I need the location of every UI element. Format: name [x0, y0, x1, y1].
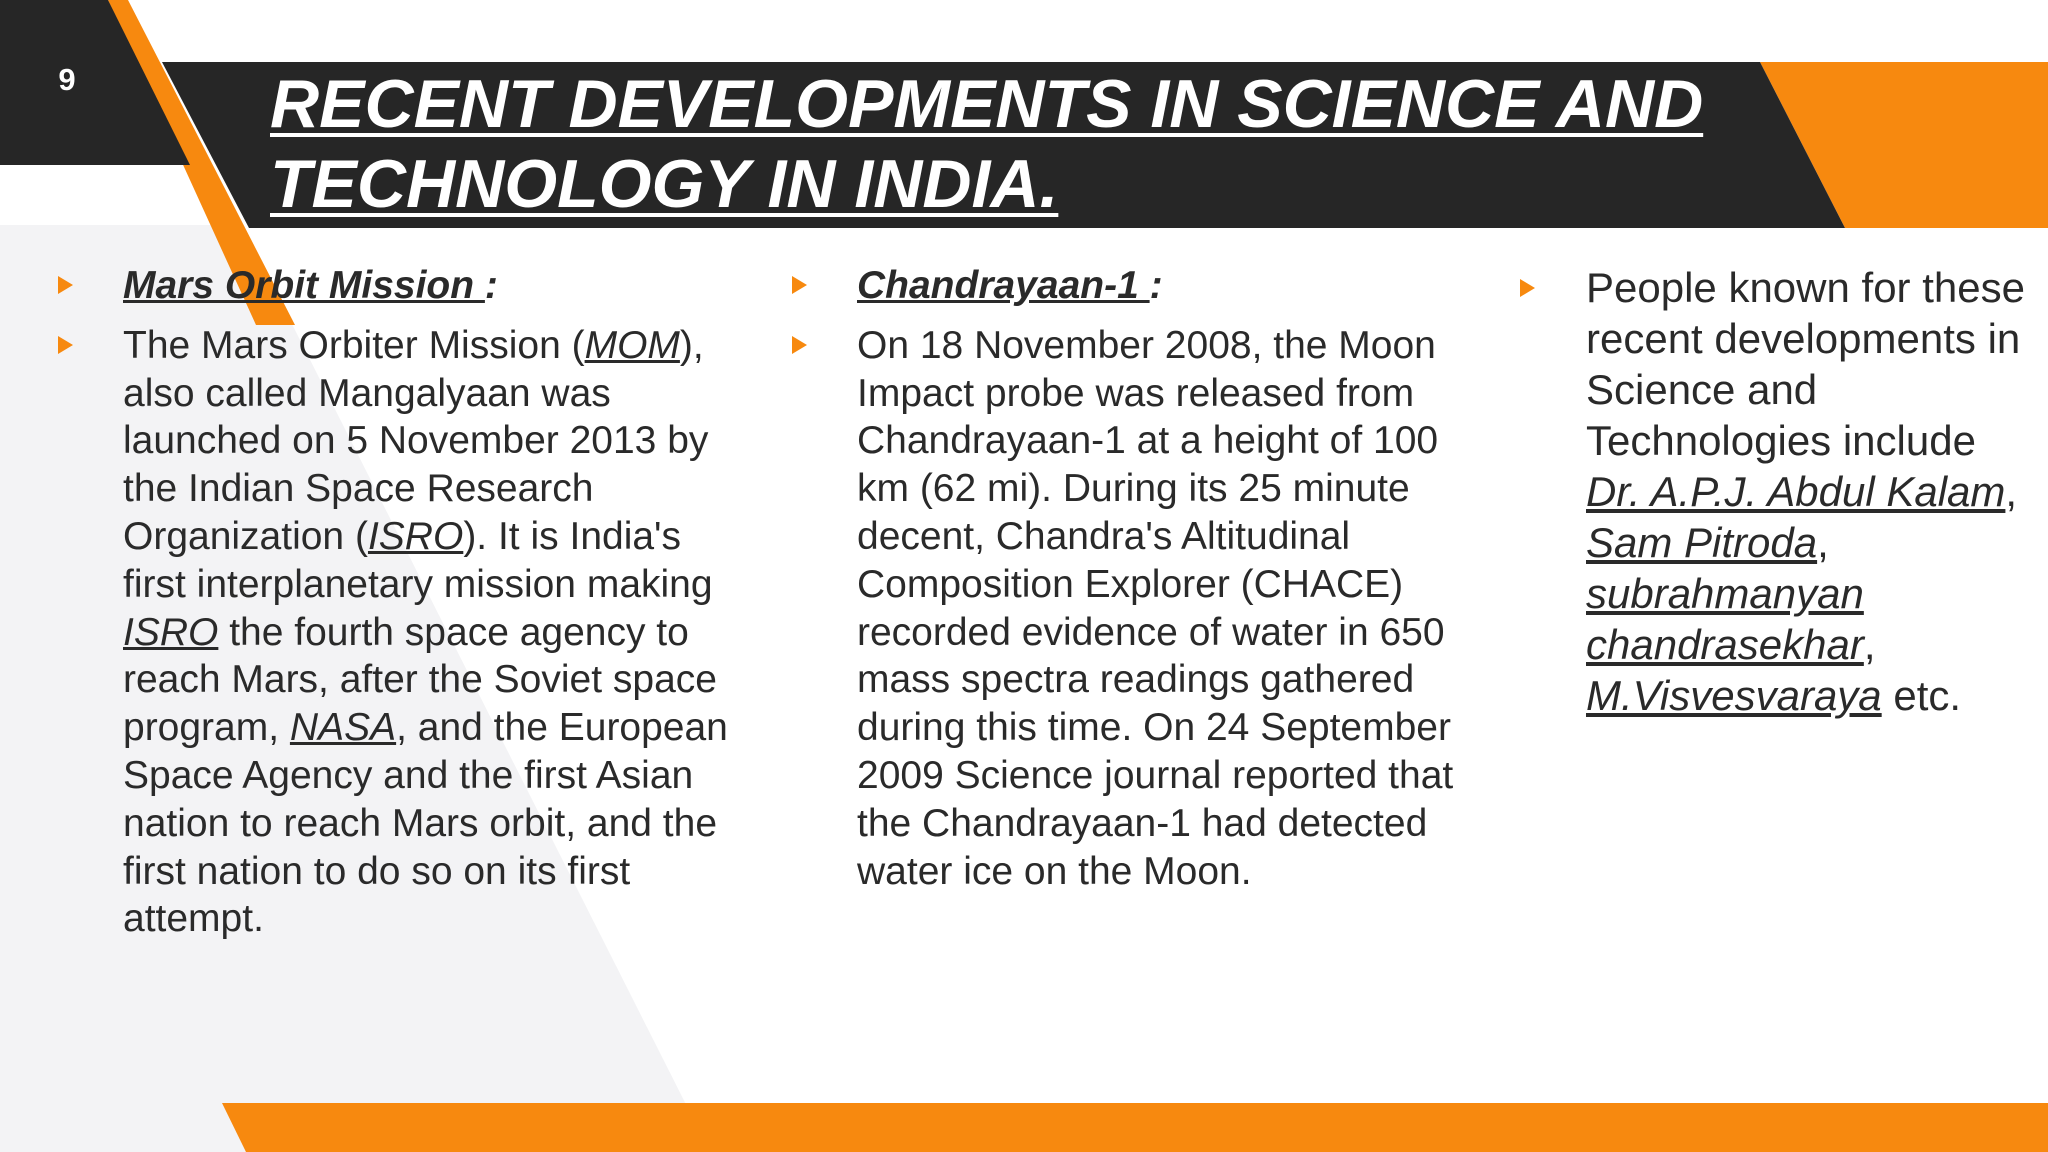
- isro-link[interactable]: ISRO: [123, 610, 219, 654]
- separator: ,: [1863, 621, 1876, 668]
- pitroda-link[interactable]: Sam Pitroda: [1586, 519, 1818, 566]
- heading-colon: :: [484, 264, 498, 307]
- chandrayaan-heading[interactable]: Chandrayaan-1: [857, 264, 1150, 307]
- chandrayaan-body-text: On 18 November 2008, the Moon Impact pro…: [857, 323, 1454, 893]
- corner-dark-block: [0, 0, 190, 165]
- people-column: People known for these recent developmen…: [1520, 262, 2025, 733]
- mars-mission-column: Mars Orbit Mission : The Mars Orbiter Mi…: [58, 262, 748, 955]
- mars-text-part: the fourth space agency to reach Mars, a…: [123, 610, 717, 750]
- list-item: The Mars Orbiter Mission (MOM), also cal…: [58, 322, 748, 943]
- list-item: Chandrayaan-1 :: [792, 262, 1472, 310]
- slide-number: 9: [58, 62, 76, 97]
- separator: ,: [1817, 519, 1829, 566]
- list-item: Mars Orbit Mission :: [58, 262, 748, 310]
- people-intro-text: People known for these recent developmen…: [1586, 264, 2025, 464]
- bullet-arrow-icon: [792, 276, 807, 294]
- right-orange-block: [1760, 62, 2048, 228]
- bullet-arrow-icon: [792, 335, 807, 354]
- light-gray-diagonal-shape: [0, 225, 710, 1152]
- title-line-2: TECHNOLOGY IN INDIA.: [270, 146, 1059, 222]
- chandrayaan-column: Chandrayaan-1 : On 18 November 2008, the…: [792, 262, 1472, 907]
- bullet-arrow-icon: [1520, 279, 1535, 297]
- mars-mission-heading[interactable]: Mars Orbit Mission: [123, 264, 485, 307]
- mars-text-part: The Mars Orbiter Mission (: [123, 323, 585, 367]
- bottom-orange-band: [222, 1103, 2048, 1152]
- separator: ,: [2005, 468, 2018, 515]
- left-orange-stripe: [108, 0, 295, 325]
- bullet-arrow-icon: [58, 335, 73, 354]
- chandrasekhar-link[interactable]: subrahmanyan chandrasekhar: [1586, 570, 1864, 668]
- mars-text-part: , and the European Space Agency and the …: [123, 706, 728, 941]
- slide-title: RECENT DEVELOPMENTS IN SCIENCE AND TECHN…: [270, 64, 1750, 224]
- kalam-link[interactable]: Dr. A.P.J. Abdul Kalam: [1586, 468, 2006, 515]
- isro-link[interactable]: ISRO: [367, 514, 464, 558]
- people-outro-text: etc.: [1881, 672, 1962, 719]
- visvesvaraya-link[interactable]: M.Visvesvaraya: [1586, 672, 1882, 719]
- title-dark-band: [162, 62, 1845, 228]
- title-line-1: RECENT DEVELOPMENTS IN SCIENCE AND: [270, 66, 1704, 142]
- list-item: People known for these recent developmen…: [1520, 262, 2025, 721]
- list-item: On 18 November 2008, the Moon Impact pro…: [792, 322, 1472, 896]
- mars-text-part: ), also called Mangalyaan was launched o…: [123, 323, 709, 558]
- nasa-link[interactable]: NASA: [289, 706, 397, 750]
- mom-link[interactable]: MOM: [584, 323, 680, 367]
- heading-colon: :: [1149, 264, 1163, 307]
- mars-text-part: ). It is India's first interplanetary mi…: [123, 514, 713, 606]
- bullet-arrow-icon: [58, 276, 73, 294]
